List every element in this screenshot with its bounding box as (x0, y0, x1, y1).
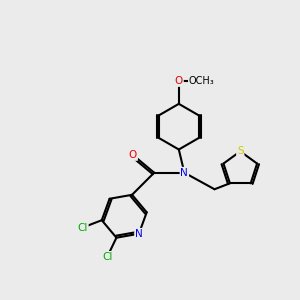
Text: N: N (135, 229, 143, 239)
Text: O: O (129, 150, 137, 160)
Text: Cl: Cl (77, 223, 88, 232)
Text: S: S (237, 146, 244, 156)
Text: Cl: Cl (102, 252, 112, 262)
Text: N: N (181, 168, 188, 178)
Text: O: O (175, 76, 183, 86)
Text: OCH₃: OCH₃ (189, 76, 214, 86)
